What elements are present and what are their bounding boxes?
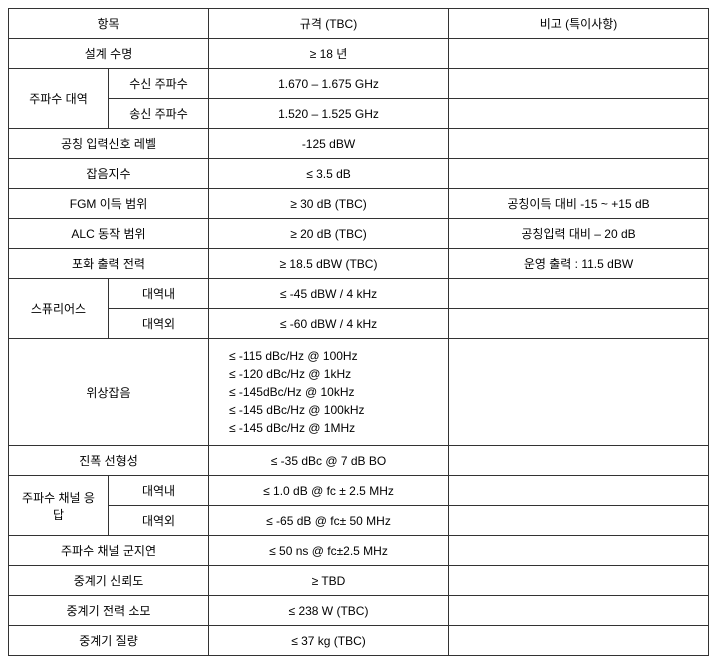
cell-spec: ≤ 1.0 dB @ fc ± 2.5 MHz (209, 476, 449, 506)
cell-item: 주파수 채널 군지연 (9, 536, 209, 566)
cell-note (449, 476, 709, 506)
table-body: 설계 수명≥ 18 년주파수 대역수신 주파수1.670 – 1.675 GHz… (9, 39, 709, 656)
cell-item: 중계기 신뢰도 (9, 566, 209, 596)
cell-spec: ≤ 50 ns @ fc±2.5 MHz (209, 536, 449, 566)
cell-spec: 1.670 – 1.675 GHz (209, 69, 449, 99)
cell-item-sub: 대역외 (109, 309, 209, 339)
cell-note (449, 309, 709, 339)
cell-item-sub: 대역외 (109, 506, 209, 536)
cell-spec: ≤ 37 kg (TBC) (209, 626, 449, 656)
table-row: 중계기 전력 소모≤ 238 W (TBC) (9, 596, 709, 626)
cell-spec: -125 dBW (209, 129, 449, 159)
header-note: 비고 (특이사항) (449, 9, 709, 39)
cell-note (449, 339, 709, 446)
header-row: 항목 규격 (TBC) 비고 (특이사항) (9, 9, 709, 39)
cell-note (449, 536, 709, 566)
cell-item: 포화 출력 전력 (9, 249, 209, 279)
cell-spec: ≤ -60 dBW / 4 kHz (209, 309, 449, 339)
cell-item: 잡음지수 (9, 159, 209, 189)
cell-item-sub: 대역내 (109, 279, 209, 309)
cell-item: ALC 동작 범위 (9, 219, 209, 249)
cell-spec: 1.520 – 1.525 GHz (209, 99, 449, 129)
table-row: 주파수 대역수신 주파수1.670 – 1.675 GHz (9, 69, 709, 99)
cell-spec: ≤ -35 dBc @ 7 dB BO (209, 446, 449, 476)
header-item: 항목 (9, 9, 209, 39)
cell-item-main: 주파수 대역 (9, 69, 109, 129)
spec-table: 항목 규격 (TBC) 비고 (특이사항) 설계 수명≥ 18 년주파수 대역수… (8, 8, 709, 656)
table-row: 주파수 채널 군지연≤ 50 ns @ fc±2.5 MHz (9, 536, 709, 566)
cell-item: FGM 이득 범위 (9, 189, 209, 219)
table-row: 중계기 질량≤ 37 kg (TBC) (9, 626, 709, 656)
table-row: 진폭 선형성≤ -35 dBc @ 7 dB BO (9, 446, 709, 476)
table-row: 주파수 채널 응답대역내≤ 1.0 dB @ fc ± 2.5 MHz (9, 476, 709, 506)
cell-note (449, 69, 709, 99)
cell-item-sub: 수신 주파수 (109, 69, 209, 99)
header-spec: 규격 (TBC) (209, 9, 449, 39)
table-row: 대역외≤ -60 dBW / 4 kHz (9, 309, 709, 339)
table-row: 중계기 신뢰도≥ TBD (9, 566, 709, 596)
cell-item-sub: 대역내 (109, 476, 209, 506)
cell-spec: ≥ 18 년 (209, 39, 449, 69)
cell-spec: ≤ -115 dBc/Hz @ 100Hz≤ -120 dBc/Hz @ 1kH… (209, 339, 449, 446)
cell-note (449, 279, 709, 309)
table-row: 잡음지수≤ 3.5 dB (9, 159, 709, 189)
cell-note (449, 566, 709, 596)
cell-spec: ≥ 18.5 dBW (TBC) (209, 249, 449, 279)
cell-item: 설계 수명 (9, 39, 209, 69)
cell-spec: ≤ -65 dB @ fc± 50 MHz (209, 506, 449, 536)
cell-item: 중계기 질량 (9, 626, 209, 656)
table-row: 포화 출력 전력≥ 18.5 dBW (TBC)운영 출력 : 11.5 dBW (9, 249, 709, 279)
cell-note (449, 596, 709, 626)
table-row: 위상잡음≤ -115 dBc/Hz @ 100Hz≤ -120 dBc/Hz @… (9, 339, 709, 446)
table-row: 공칭 입력신호 레벨-125 dBW (9, 129, 709, 159)
cell-spec: ≥ 20 dB (TBC) (209, 219, 449, 249)
cell-note (449, 39, 709, 69)
cell-note: 운영 출력 : 11.5 dBW (449, 249, 709, 279)
table-row: 송신 주파수1.520 – 1.525 GHz (9, 99, 709, 129)
cell-item: 중계기 전력 소모 (9, 596, 209, 626)
table-row: 스퓨리어스대역내≤ -45 dBW / 4 kHz (9, 279, 709, 309)
cell-item-main: 스퓨리어스 (9, 279, 109, 339)
cell-item-main: 주파수 채널 응답 (9, 476, 109, 536)
cell-note (449, 159, 709, 189)
cell-item: 진폭 선형성 (9, 446, 209, 476)
cell-spec: ≥ TBD (209, 566, 449, 596)
cell-spec: ≤ -45 dBW / 4 kHz (209, 279, 449, 309)
table-row: ALC 동작 범위≥ 20 dB (TBC)공칭입력 대비 – 20 dB (9, 219, 709, 249)
cell-item: 위상잡음 (9, 339, 209, 446)
cell-item: 공칭 입력신호 레벨 (9, 129, 209, 159)
cell-spec: ≥ 30 dB (TBC) (209, 189, 449, 219)
table-row: 대역외≤ -65 dB @ fc± 50 MHz (9, 506, 709, 536)
cell-note (449, 626, 709, 656)
cell-note (449, 99, 709, 129)
cell-item-sub: 송신 주파수 (109, 99, 209, 129)
cell-spec: ≤ 3.5 dB (209, 159, 449, 189)
cell-note (449, 129, 709, 159)
cell-note (449, 446, 709, 476)
table-row: 설계 수명≥ 18 년 (9, 39, 709, 69)
table-row: FGM 이득 범위≥ 30 dB (TBC)공칭이득 대비 -15 ~ +15 … (9, 189, 709, 219)
cell-note: 공칭이득 대비 -15 ~ +15 dB (449, 189, 709, 219)
cell-note: 공칭입력 대비 – 20 dB (449, 219, 709, 249)
cell-spec: ≤ 238 W (TBC) (209, 596, 449, 626)
cell-note (449, 506, 709, 536)
